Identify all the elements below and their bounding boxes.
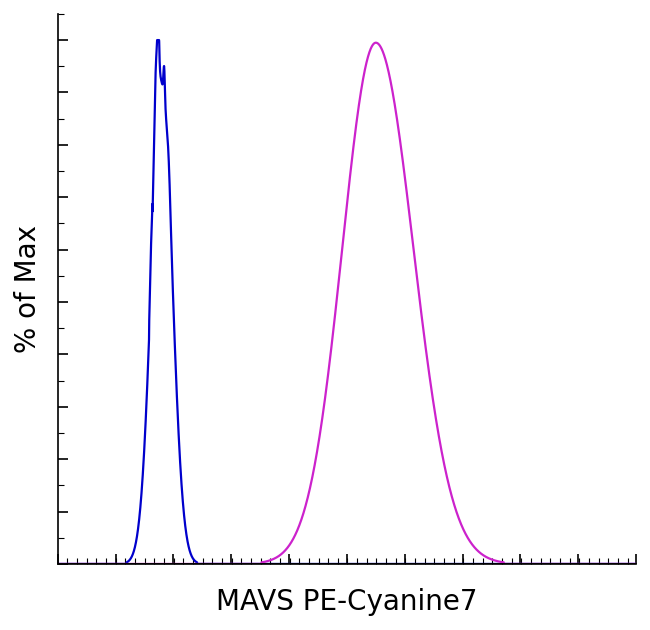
X-axis label: MAVS PE-Cyanine7: MAVS PE-Cyanine7 — [216, 588, 478, 616]
Y-axis label: % of Max: % of Max — [14, 225, 42, 353]
